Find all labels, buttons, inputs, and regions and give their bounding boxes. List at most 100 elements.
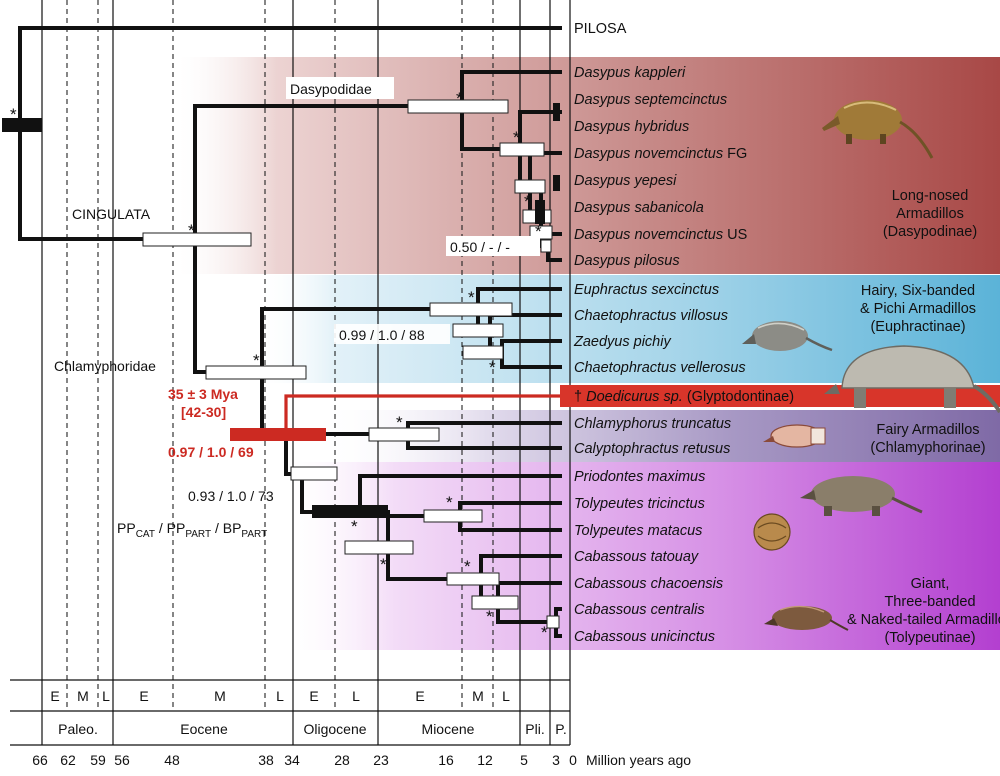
support-star: * [468,288,475,307]
support-labels: 0.50 / - / - 0.99 / 1.0 / 88 35 ± 3 Mya … [117,236,540,540]
support-star: * [351,517,358,536]
subepoch-label: E [50,688,59,704]
group-label: Armadillos [896,206,964,222]
doedicurus-branch [284,394,560,434]
time-grid [41,0,571,745]
taxon-label: Chaetophractus villosus [574,308,728,324]
age-tick: 3 [552,752,560,768]
support-star: * [188,221,195,240]
subepoch-label: M [77,688,89,704]
yepesi-age-bar [553,175,560,191]
node-age-bar [290,466,338,481]
taxon-label: Calyptophractus retusus [574,441,730,457]
septemcinctus-age-bar [553,103,560,121]
epoch-label: P. [555,721,566,737]
node-age-bar [529,225,553,240]
age-tick: 48 [164,752,180,768]
subepoch-label: L [276,688,284,704]
epoch-label: Oligocene [303,721,366,737]
support-star: * [541,623,548,642]
glypto-support: 0.97 / 1.0 / 69 [168,444,254,460]
glyptodontinae-lineage [230,385,1000,441]
support-star: * [380,555,387,574]
armadillo-dasypus-icon [822,100,934,159]
node-age-bar [429,302,513,317]
age-tick: 62 [60,752,76,768]
cingulata-label: CINGULATA [72,206,151,222]
support-stars: ************* *** [10,89,548,642]
taxon-label: Cabassous tatouay [574,549,699,565]
node-age-bar [452,323,504,338]
node-age-bar [499,142,545,157]
chlamy-support: 0.93 / 1.0 / 73 [188,488,274,504]
epoch-label: Paleo. [58,721,98,737]
age-tick: 12 [477,752,493,768]
node-age-bar [446,572,500,586]
age-tick-labels: 66 62 59 56 48 38 34 28 23 16 12 5 3 0 [32,752,577,768]
age-tick: 38 [258,752,274,768]
taxon-label: Priodontes maximus [574,469,705,485]
armadillo-tolypeutes-icon [753,513,791,551]
age-tick: 56 [114,752,130,768]
epoch-label: Eocene [180,721,228,737]
root-age-bar [2,118,42,132]
support-star: * [535,222,542,241]
subepoch-label: M [214,688,226,704]
taxon-label: Tolypeutes tricinctus [574,496,705,512]
dasypus-support: 0.50 / - / - [450,239,510,255]
node-age-bar [142,232,252,247]
support-star: * [10,105,17,124]
age-tick: 0 [569,752,577,768]
subepoch-label: E [139,688,148,704]
node-age-bar [423,509,483,523]
taxon-label: Chaetophractus vellerosus [574,360,746,376]
node-age-bar [368,427,440,442]
age-tick: 28 [334,752,350,768]
group-label: Fairy Armadillos [876,422,979,438]
armadillo-cabassous-icon [764,605,849,631]
group-label: (Euphractinae) [870,319,965,335]
glypto-age-interval: [42-30] [181,404,226,420]
taxon-label: Euphractus sexcinctus [574,282,719,298]
node-age-bar [540,239,552,253]
age-tick: 59 [90,752,106,768]
epoch-label: Miocene [422,721,475,737]
group-label: (Chlamyphorinae) [870,440,985,456]
epoch-labels: Paleo. Eocene Oligocene Miocene Pli. P. [58,721,567,737]
euphractinae-support: 0.99 / 1.0 / 88 [339,327,425,343]
node-age-bar [205,365,307,380]
armadillo-illustrations [742,100,1000,631]
taxon-label: Cabassous unicinctus [574,629,715,645]
glyptodont-icon [824,345,1000,414]
taxon-label: Dasypus septemcinctus [574,92,727,108]
outgroup-label: PILOSA [574,21,627,37]
support-star: * [396,413,403,432]
group-label: Hairy, Six-banded [861,283,975,299]
chlamyphorinae-shade [332,410,1000,462]
glypto-node-bar [230,428,326,441]
subepoch-label: L [502,688,510,704]
node-age-bar [344,540,414,555]
dasypus-age-bar [535,200,545,224]
support-star: * [456,89,463,108]
taxon-label: Dasypus sabanicola [574,200,704,216]
age-tick: 23 [373,752,389,768]
group-label: (Tolypeutinae) [884,630,975,646]
age-tick: 5 [520,752,528,768]
group-label: (Dasypodinae) [883,224,977,240]
group-label: Three-banded [884,594,975,610]
tolypeutinae-age-bar [312,505,388,518]
taxon-label: † Doedicurus sp. (Glyptodontinae) [574,389,794,405]
glypto-age: 35 ± 3 Mya [168,386,238,402]
node-age-bar [546,615,560,629]
subepoch-label: L [102,688,110,704]
age-tick: 34 [284,752,300,768]
group-label: & Naked-tailed Armadillos [847,612,1000,628]
node-age-bar [514,179,546,194]
node-age-bars [2,99,560,629]
group-label: & Pichi Armadillos [860,301,976,317]
taxon-label: Dasypus hybridus [574,119,689,135]
dasypodidae-label: Dasypodidae [290,81,372,97]
